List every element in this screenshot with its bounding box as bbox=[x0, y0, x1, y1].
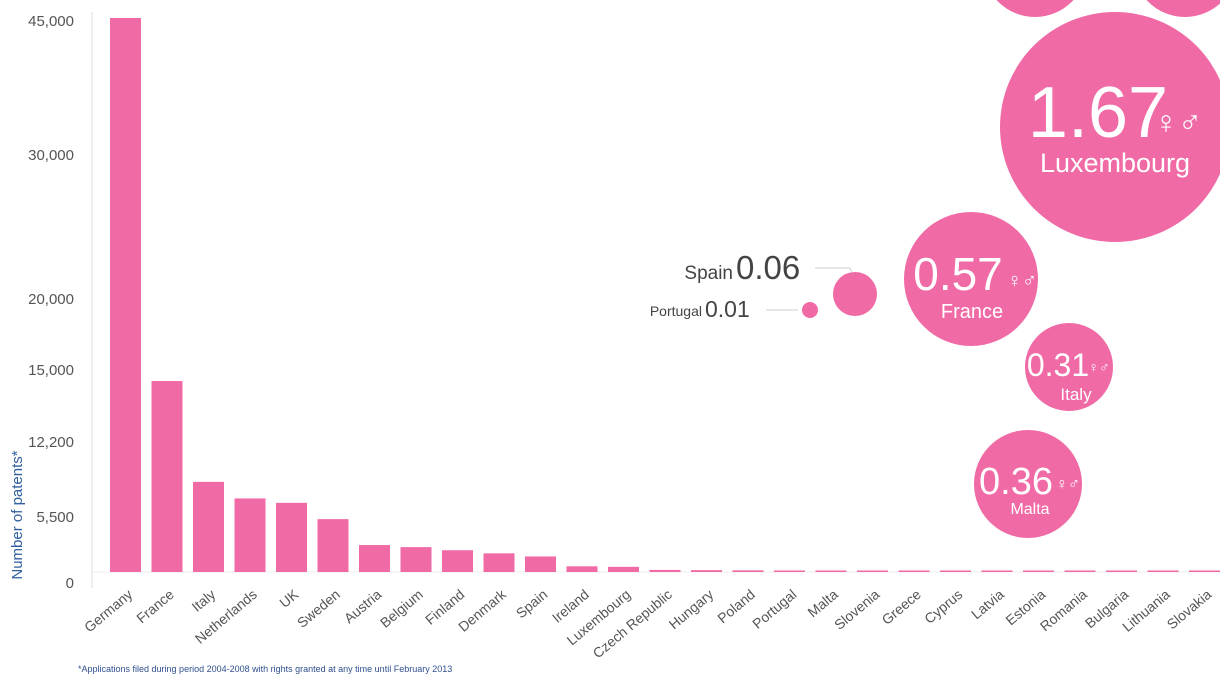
bar bbox=[691, 570, 722, 572]
x-tick-label: Cyprus bbox=[921, 586, 965, 627]
bubble-circle bbox=[974, 430, 1082, 538]
bubble-circle bbox=[904, 212, 1038, 346]
x-tick-label: Denmark bbox=[455, 585, 510, 634]
bar bbox=[276, 502, 307, 572]
bubble-value: 0.36 bbox=[979, 461, 1053, 503]
bar bbox=[649, 569, 681, 572]
y-tick-label: 12,200 bbox=[28, 434, 74, 451]
x-tick-label: Hungary bbox=[666, 586, 717, 632]
bubble-spain: Spain 0.06 bbox=[684, 249, 877, 316]
bar bbox=[1106, 570, 1137, 572]
bar bbox=[940, 570, 971, 572]
bubble-circle bbox=[1025, 323, 1113, 411]
x-tick-label: Malta bbox=[804, 586, 841, 620]
bar bbox=[110, 18, 141, 572]
bubble-luxembourg: 1.67 ♀♂ Luxembourg bbox=[1000, 12, 1220, 242]
footnote: *Applications filed during period 2004-2… bbox=[78, 664, 453, 674]
bar bbox=[400, 547, 432, 572]
y-tick-labels: 45,000 30,000 20,000 15,000 12,200 5,500 0 bbox=[28, 13, 74, 592]
bubble-label: Malta bbox=[1010, 501, 1049, 518]
bar bbox=[815, 570, 847, 572]
y-tick-label: 20,000 bbox=[28, 291, 74, 308]
bubble-value: 0.57 bbox=[913, 248, 1003, 300]
bar bbox=[1064, 570, 1096, 572]
x-tick-label: Romania bbox=[1037, 586, 1090, 634]
x-tick-label: Latvia bbox=[968, 586, 1007, 622]
bubble-value: 0.01 bbox=[705, 296, 750, 322]
y-tick-label: 0 bbox=[66, 575, 74, 592]
bubble-malta: 0.36 ♀♂ Malta bbox=[974, 430, 1082, 538]
bubble-value: 1.67 bbox=[1028, 73, 1168, 153]
bubble-portugal: Portugal 0.01 bbox=[650, 296, 818, 322]
y-tick-label: 15,000 bbox=[28, 362, 74, 379]
bar bbox=[774, 570, 805, 572]
person-pair-icon: ♀♂ bbox=[1007, 270, 1037, 292]
bubble-label: Italy bbox=[1060, 385, 1092, 404]
bubble-circle bbox=[802, 302, 818, 318]
bubble-label: Portugal bbox=[650, 303, 702, 319]
bar bbox=[898, 570, 930, 572]
bubble-circle bbox=[833, 272, 877, 316]
x-tick-label: Belgium bbox=[377, 586, 426, 631]
bubble-value: 0.06 bbox=[736, 249, 800, 286]
bar bbox=[1189, 570, 1220, 572]
x-tick-label: Slovenia bbox=[831, 586, 883, 633]
bar bbox=[732, 570, 764, 572]
y-tick-label: 5,500 bbox=[36, 509, 74, 526]
bubble-partial-top-right bbox=[1146, 0, 1220, 17]
person-pair-icon: ♀♂ bbox=[1089, 359, 1110, 375]
bar bbox=[442, 550, 473, 572]
x-tick-label: Lithuania bbox=[1119, 586, 1173, 635]
bar bbox=[857, 570, 888, 572]
x-tick-label: Germany bbox=[81, 586, 135, 635]
bubble-label: Spain bbox=[684, 263, 733, 284]
x-tick-label: Spain bbox=[513, 586, 551, 621]
bar bbox=[193, 481, 224, 572]
x-tick-label: Portugal bbox=[749, 586, 799, 632]
bubble-partial-top-left bbox=[996, 0, 1074, 17]
bar bbox=[608, 566, 639, 572]
bar bbox=[234, 498, 266, 572]
person-pair-icon: ♀♂ bbox=[1056, 476, 1080, 493]
bubble-circle bbox=[1000, 12, 1220, 242]
x-tick-label: France bbox=[133, 586, 177, 626]
x-tick-label: Greece bbox=[878, 586, 924, 628]
x-tick-label: Slovakia bbox=[1164, 586, 1215, 632]
bar bbox=[1023, 570, 1054, 572]
bar bbox=[151, 381, 183, 572]
bar bbox=[525, 556, 556, 572]
bubble-value: 0.31 bbox=[1027, 347, 1089, 383]
bar bbox=[981, 570, 1013, 572]
x-tick-label: UK bbox=[276, 586, 302, 611]
bubble-label: France bbox=[941, 301, 1003, 323]
y-axis-label: Number of patents* bbox=[9, 450, 26, 579]
bar bbox=[317, 519, 349, 572]
bar bbox=[566, 566, 598, 572]
bubble-series: 1.67 ♀♂ Luxembourg 0.57 ♀♂ France 0.31 ♀… bbox=[650, 0, 1220, 538]
leader-line bbox=[849, 267, 853, 274]
x-tick-label: Italy bbox=[188, 586, 218, 615]
bar bbox=[483, 553, 515, 572]
y-tick-label: 30,000 bbox=[28, 147, 74, 164]
bubble-france: 0.57 ♀♂ France bbox=[904, 212, 1038, 346]
bubble-label: Luxembourg bbox=[1040, 148, 1190, 178]
y-tick-label: 45,000 bbox=[28, 13, 74, 30]
bar-series bbox=[110, 18, 1220, 572]
x-tick-label: Sweden bbox=[294, 586, 343, 631]
bubble-italy: 0.31 ♀♂ Italy bbox=[1025, 323, 1113, 411]
bar bbox=[1147, 570, 1179, 572]
bar bbox=[359, 545, 390, 572]
person-pair-icon: ♀♂ bbox=[1154, 104, 1202, 140]
